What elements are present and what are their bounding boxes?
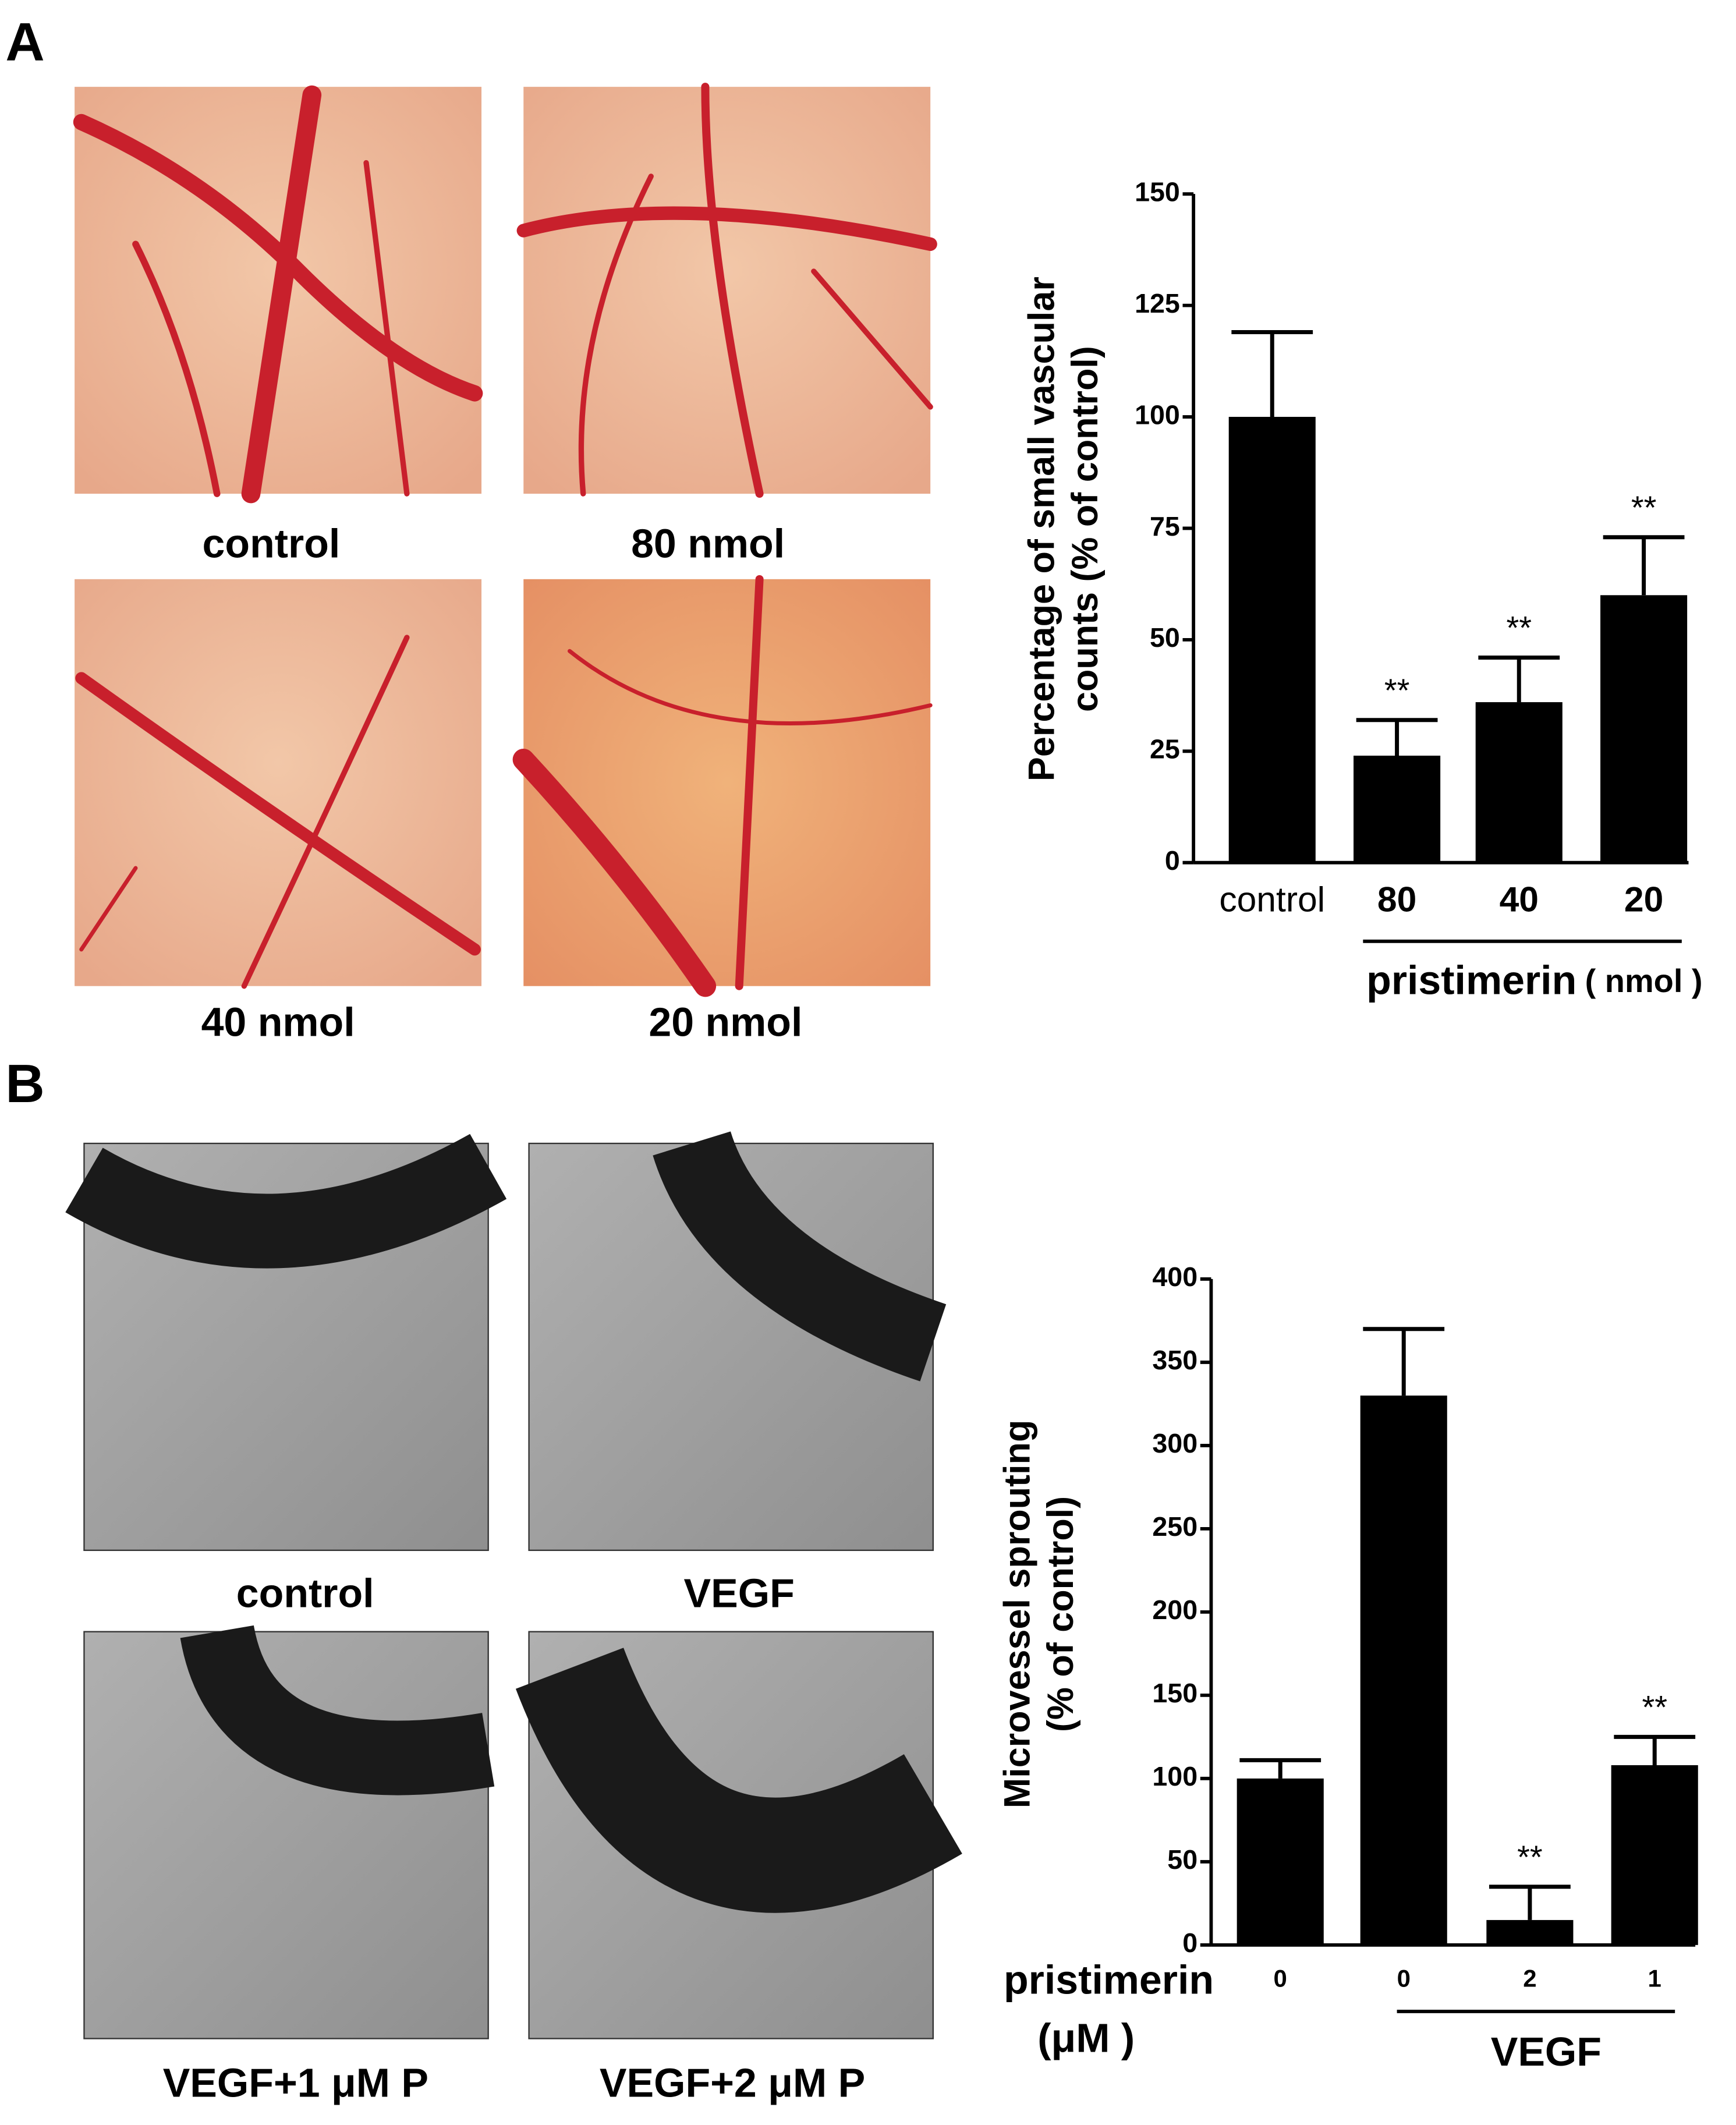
y-axis-label: counts (% of control) — [1065, 346, 1106, 712]
image-caption: VEGF — [684, 1571, 795, 1616]
x-tick-label: 0 — [1274, 1964, 1287, 1992]
y-tick-label: 25 — [1150, 734, 1180, 764]
y-tick-label: 400 — [1152, 1262, 1198, 1292]
bar — [1600, 595, 1688, 863]
x-tick-label: 0 — [1397, 1964, 1411, 1992]
sprouting-photos — [65, 1131, 962, 2039]
image-caption: VEGF+2 μM P — [600, 2060, 865, 2106]
bar — [1228, 417, 1316, 863]
y-tick-label: 200 — [1152, 1595, 1198, 1625]
y-tick-label: 0 — [1182, 1928, 1198, 1958]
significance-mark: ** — [1517, 1839, 1543, 1875]
y-tick-label: 0 — [1165, 845, 1180, 876]
y-tick-label: 50 — [1167, 1844, 1198, 1875]
row-label: (μM ) — [1037, 2016, 1135, 2061]
x-tick-label: 1 — [1648, 1964, 1661, 1992]
error-bar — [1231, 330, 1313, 417]
y-tick-label: 100 — [1135, 399, 1180, 430]
y-tick-label: 50 — [1150, 622, 1180, 653]
image-caption: VEGF+1 μM P — [163, 2060, 428, 2106]
x-tick-label: 2 — [1523, 1964, 1536, 1992]
bar — [1354, 755, 1441, 863]
cam-photos — [73, 83, 937, 997]
x-tick-label: control — [1219, 879, 1325, 919]
x-tick-label: 80 — [1377, 879, 1416, 919]
image-caption: 40 nmol — [201, 1000, 355, 1045]
y-axis-label: Microvessel sprouting — [997, 1420, 1038, 1809]
group-label: VEGF — [1491, 2029, 1602, 2074]
y-tick-label: 100 — [1152, 1761, 1198, 1791]
significance-mark: ** — [1384, 672, 1410, 709]
bar — [1475, 702, 1563, 863]
panel-label: B — [5, 1053, 44, 1114]
y-tick-label: 350 — [1152, 1345, 1198, 1375]
error-bar — [1239, 1758, 1322, 1779]
bar — [1486, 1919, 1574, 1945]
error-bar — [1614, 1734, 1696, 1765]
image-caption: 20 nmol — [649, 1000, 802, 1045]
x-tick-label: 20 — [1624, 879, 1663, 919]
y-tick-label: 150 — [1152, 1678, 1198, 1708]
group-label: pristimerin — [1366, 958, 1576, 1003]
bar — [1611, 1765, 1698, 1945]
y-tick-label: 250 — [1152, 1511, 1198, 1542]
y-axis-label: Percentage of small vascular — [1021, 277, 1062, 781]
row-label: pristimerin — [1004, 1957, 1214, 2003]
bar — [1237, 1778, 1324, 1945]
error-bar — [1363, 1327, 1445, 1396]
image-caption: control — [236, 1571, 374, 1616]
error-bar — [1603, 535, 1685, 596]
x-tick-label: 40 — [1500, 879, 1539, 919]
bar — [1360, 1396, 1447, 1945]
y-tick-label: 75 — [1150, 511, 1180, 541]
y-tick-label: 125 — [1135, 288, 1180, 318]
image-caption: 80 nmol — [631, 520, 785, 566]
y-tick-label: 300 — [1152, 1428, 1198, 1458]
group-unit: ( nmol ) — [1585, 962, 1703, 999]
image-caption: control — [203, 520, 341, 566]
significance-mark: ** — [1631, 489, 1657, 526]
y-tick-label: 150 — [1135, 176, 1180, 207]
error-bar — [1489, 1885, 1571, 1920]
y-axis-label: (% of control) — [1040, 1496, 1081, 1732]
error-bar — [1478, 656, 1560, 703]
panel-label: A — [5, 12, 44, 72]
significance-mark: ** — [1506, 610, 1532, 646]
significance-mark: ** — [1642, 1689, 1667, 1726]
error-bar — [1356, 718, 1438, 756]
